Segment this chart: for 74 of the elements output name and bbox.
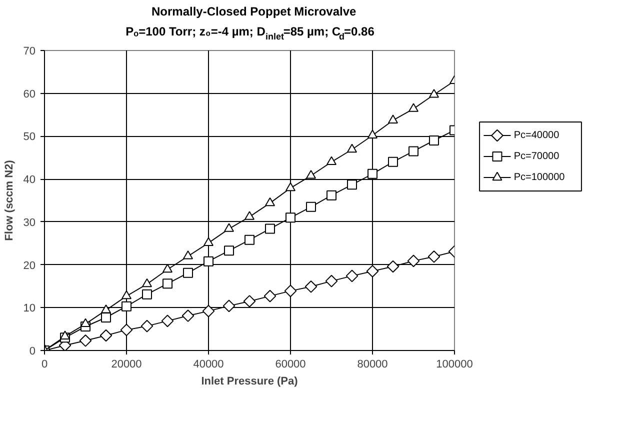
y-tick-label: 70 xyxy=(23,46,36,58)
point xyxy=(222,300,236,312)
point xyxy=(386,260,400,273)
point xyxy=(182,310,194,322)
point xyxy=(264,290,276,302)
point xyxy=(325,274,338,288)
point xyxy=(204,237,214,246)
y-tick-label: 60 xyxy=(23,88,36,100)
y-tick-label: 50 xyxy=(23,131,36,144)
point xyxy=(122,290,132,300)
point xyxy=(122,301,132,312)
point xyxy=(388,156,398,167)
point xyxy=(429,136,439,146)
point xyxy=(306,202,316,212)
point xyxy=(79,334,92,347)
point xyxy=(140,320,154,332)
point xyxy=(286,182,296,192)
point xyxy=(326,190,336,200)
x-tick-label: 0 xyxy=(41,358,48,370)
point xyxy=(224,223,234,232)
point xyxy=(366,265,379,278)
point xyxy=(204,256,214,266)
point xyxy=(80,318,90,328)
chart-title: Normally-Closed Poppet Microvalve xyxy=(151,4,357,18)
point xyxy=(428,250,440,263)
point xyxy=(202,304,215,318)
x-tick-label: 80000 xyxy=(357,358,388,370)
point xyxy=(346,270,358,282)
point xyxy=(100,329,112,342)
y-tick-label: 30 xyxy=(23,216,36,229)
point xyxy=(265,224,275,234)
y-tick-label: 40 xyxy=(23,174,36,186)
legend-label: Pc=100000 xyxy=(514,172,566,183)
point xyxy=(183,268,193,278)
point xyxy=(161,314,174,328)
point xyxy=(265,197,275,206)
point xyxy=(183,250,193,260)
y-tick-label: 10 xyxy=(23,302,36,315)
point xyxy=(368,130,378,138)
point xyxy=(408,146,418,156)
point xyxy=(347,144,357,153)
point xyxy=(368,168,378,179)
legend-label: Pc=70000 xyxy=(514,151,560,162)
point xyxy=(243,295,256,308)
y-tick-label: 0 xyxy=(29,346,36,358)
y-tick-label: 20 xyxy=(23,260,36,272)
point xyxy=(101,312,111,322)
point xyxy=(286,212,296,223)
point xyxy=(162,264,172,273)
x-tick-label: 40000 xyxy=(193,358,224,370)
point xyxy=(224,246,234,256)
y-axis-title: Flow (sccm N2) xyxy=(3,160,16,241)
x-tick-label: 20000 xyxy=(111,358,142,370)
point xyxy=(284,284,297,298)
point xyxy=(306,170,316,179)
point xyxy=(244,211,254,220)
point xyxy=(142,278,152,288)
point xyxy=(60,330,70,340)
point xyxy=(101,304,111,314)
point xyxy=(244,234,254,245)
point xyxy=(326,156,336,166)
point xyxy=(408,103,418,112)
x-axis-title: Inlet Pressure (Pa) xyxy=(201,376,298,388)
point xyxy=(120,324,133,336)
legend-label: Pc=40000 xyxy=(514,130,560,141)
point xyxy=(142,289,152,300)
point xyxy=(304,280,318,293)
point xyxy=(347,180,357,190)
point xyxy=(162,278,172,289)
x-tick-label: 100000 xyxy=(436,358,473,370)
point xyxy=(388,114,398,124)
point xyxy=(407,254,420,268)
x-tick-label: 60000 xyxy=(275,358,306,370)
point xyxy=(429,88,439,98)
